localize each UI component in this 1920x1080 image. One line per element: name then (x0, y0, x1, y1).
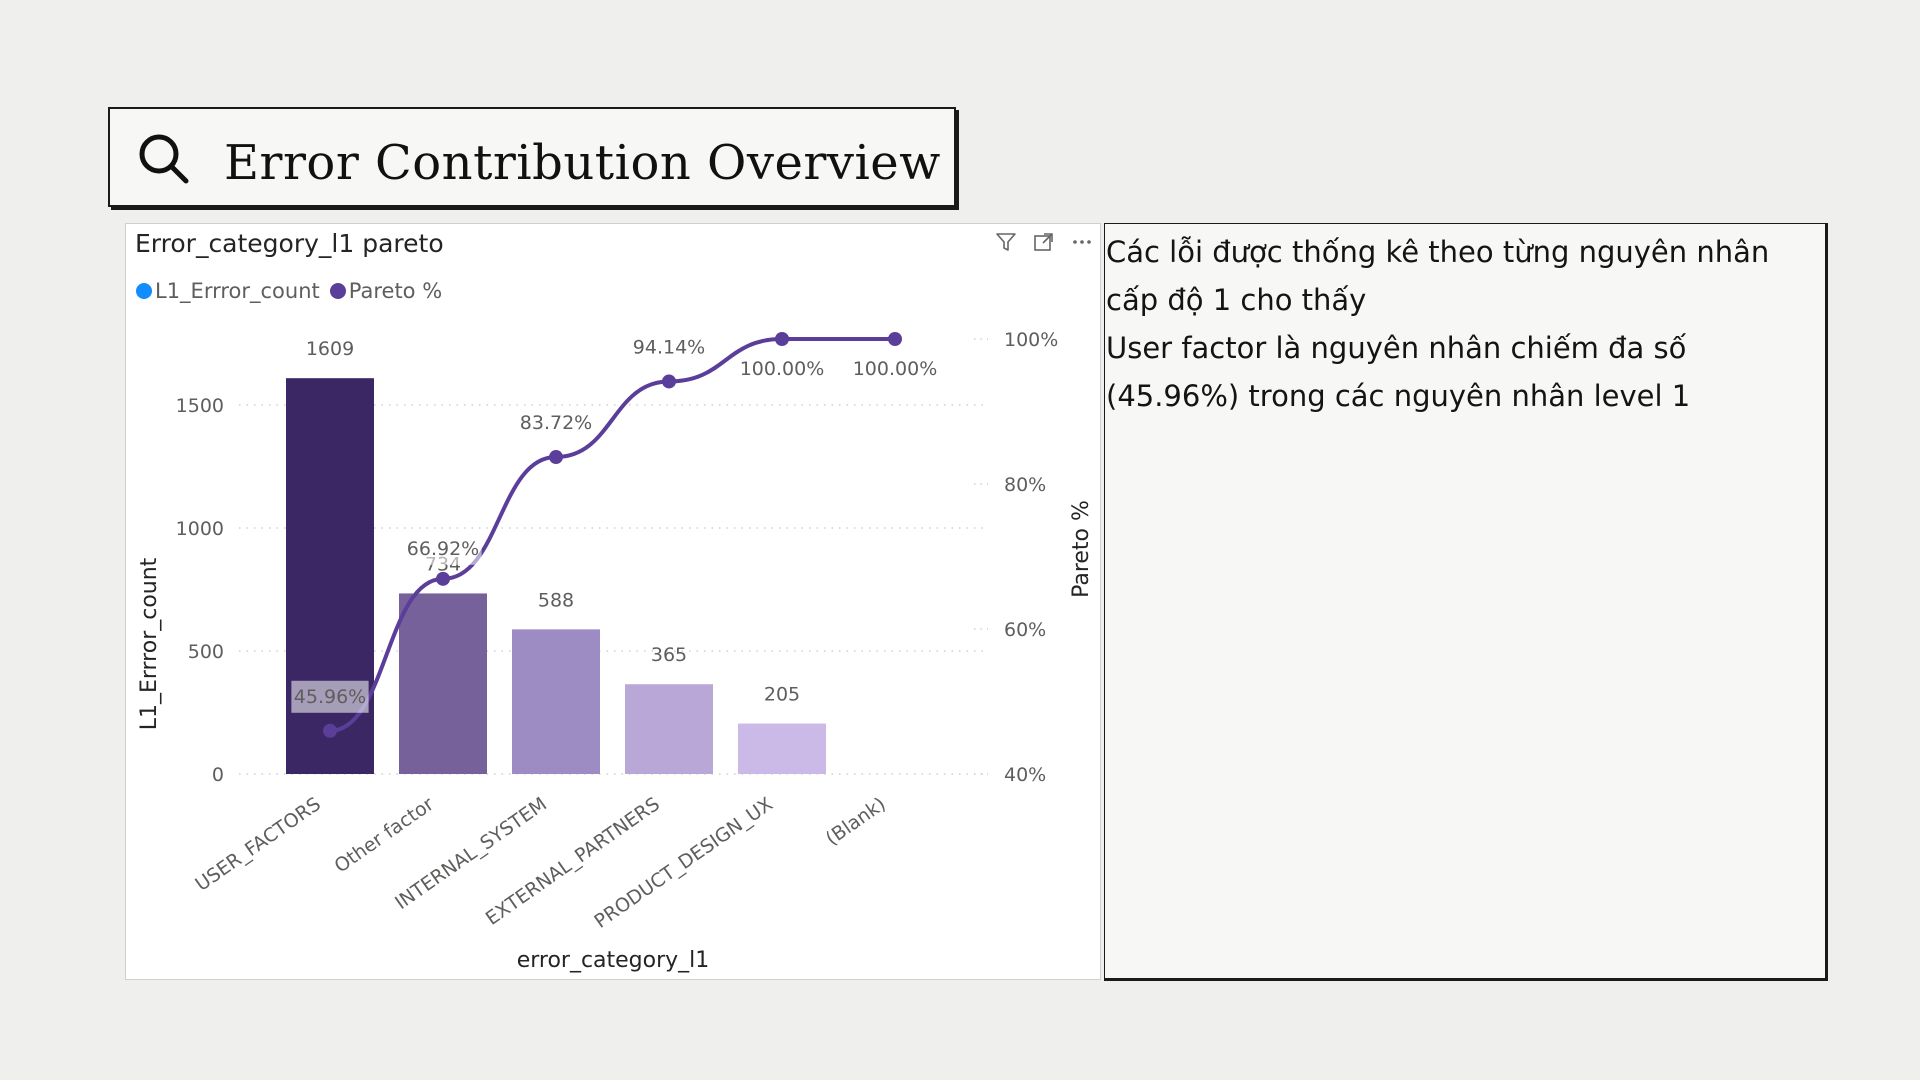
bar-data-label: 588 (538, 589, 574, 611)
bar (738, 723, 826, 774)
note-line: User factor là nguyên nhân chiếm đa số (1106, 331, 1687, 365)
y2-tick-label: 100% (1004, 329, 1058, 351)
pareto-data-label: 83.72% (520, 412, 592, 434)
y-tick-label: 500 (188, 641, 224, 663)
legend-item-pareto[interactable]: Pareto % (329, 279, 443, 303)
legend-label-pareto: Pareto % (348, 279, 443, 303)
chart-legend: L1_Errror_count Pareto % (136, 279, 452, 303)
x-tick-label: (Blank) (822, 793, 890, 850)
focus-mode-icon[interactable] (1030, 228, 1058, 256)
x-tick-label: Other factor (331, 793, 439, 877)
x-axis-title: error_category_l1 (517, 948, 710, 973)
pareto-data-label: 45.96% (294, 686, 366, 708)
pareto-chart-visual[interactable]: 0 500 1000 1500 40% 60% 80% 100% L1_Errror_count… (125, 223, 1101, 980)
bar (399, 593, 487, 774)
visual-header-icons (992, 228, 1096, 256)
search-icon (139, 134, 189, 184)
x-tick-label: USER_FACTORS (191, 793, 325, 896)
pareto-data-label: 100.00% (853, 358, 938, 380)
y-axis-title: L1_Errror_count (137, 557, 162, 730)
pareto-data-label: 100.00% (740, 358, 825, 380)
bar (625, 684, 713, 774)
legend-dot-count (136, 283, 152, 299)
bar (512, 629, 600, 774)
pareto-point (775, 332, 789, 346)
pareto-label-bg (404, 532, 482, 565)
y2-axis-title: Pareto % (1069, 500, 1094, 598)
y2-tick-label: 40% (1004, 764, 1046, 786)
pareto-data-label: 94.14% (633, 336, 705, 358)
pareto-point (323, 723, 337, 738)
note-line: cấp độ 1 cho thấy (1106, 283, 1367, 317)
note-line: Các lỗi được thống kê theo từng nguyên n… (1106, 235, 1770, 269)
pareto-point (888, 332, 902, 346)
y-tick-label: 1500 (176, 395, 224, 417)
pareto-point (549, 450, 563, 465)
pareto-label-bg (291, 680, 369, 713)
note-line: (45.96%) trong các nguyên nhân level 1 (1106, 379, 1691, 413)
more-options-icon[interactable] (1068, 228, 1096, 256)
bar (286, 378, 374, 774)
x-tick-label: PRODUCT_DESIGN_UX (590, 793, 776, 933)
pareto-chart: 0 500 1000 1500 40% 60% 80% 100% L1_Errror_count… (137, 329, 1094, 973)
pareto-point (436, 571, 450, 586)
legend-dot-pareto (329, 283, 346, 299)
y-tick-label: 0 (212, 764, 224, 786)
insight-note: Các lỗi được thống kê theo từng nguyên n… (1104, 223, 1828, 981)
pareto-data-label: 66.92% (407, 538, 479, 560)
page-title: Error Contribution Overview (224, 135, 941, 191)
chart-title: Error_category_l1 pareto (135, 229, 444, 258)
y2-tick-label: 80% (1004, 474, 1046, 496)
page-title-banner: Error Contribution Overview (108, 107, 956, 207)
y-tick-label: 1000 (176, 518, 224, 540)
legend-label-count: L1_Errror_count (155, 279, 320, 303)
bar-data-label: 205 (764, 684, 800, 706)
bar-data-label: 365 (651, 644, 687, 666)
legend-item-count[interactable]: L1_Errror_count (136, 279, 320, 303)
pareto-point (662, 374, 676, 389)
bar-data-label: 1609 (306, 338, 354, 360)
y2-tick-label: 60% (1004, 619, 1046, 641)
filter-icon[interactable] (992, 228, 1020, 256)
